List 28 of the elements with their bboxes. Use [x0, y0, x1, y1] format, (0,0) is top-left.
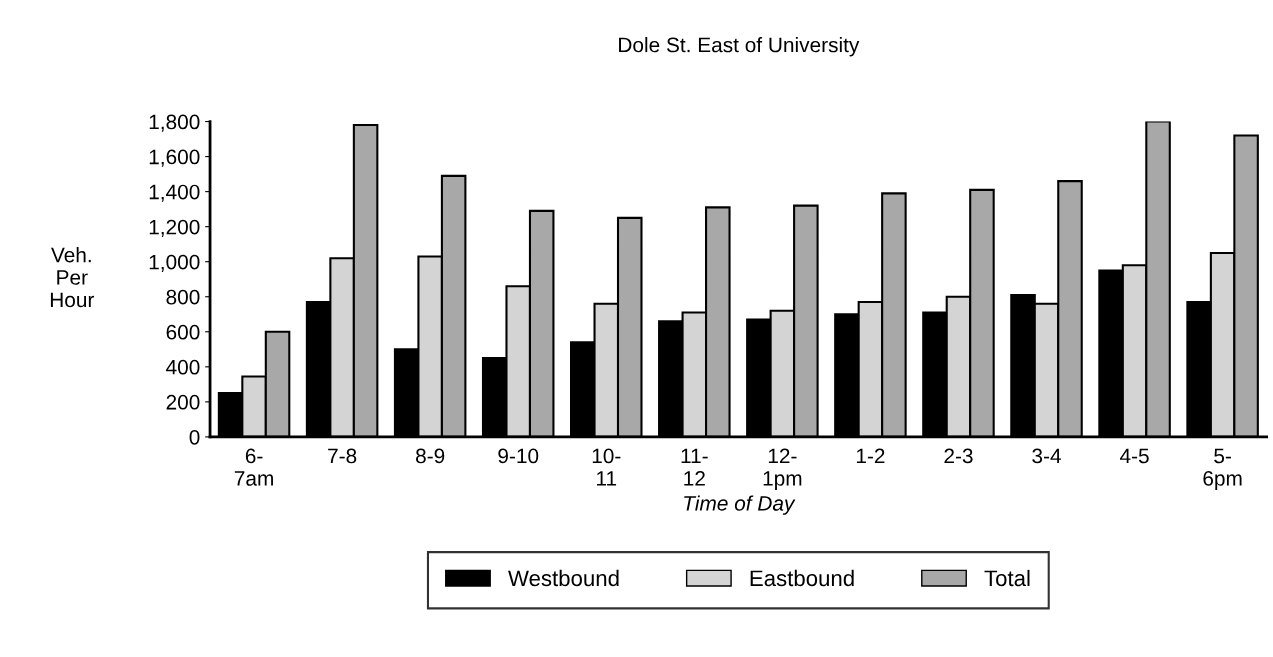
x-tick-label: 6- 7am	[234, 448, 273, 486]
y-tick-label: 1,000	[149, 254, 200, 272]
y-tick-label: 1,400	[149, 184, 200, 202]
y-tick-label: 600	[166, 324, 200, 340]
y-axis-title: Veh. Per Hour	[50, 247, 95, 308]
x-tick-label: 12- 1pm	[763, 448, 802, 490]
x-tick-label: 9-10	[498, 448, 539, 464]
x-tick-label: 5- 6pm	[1203, 448, 1242, 490]
legend-label: Westbound	[508, 569, 619, 587]
y-tick-label: 1,800	[149, 114, 200, 132]
y-tick-label: 1,200	[149, 219, 200, 237]
y-tick-label: 400	[166, 359, 200, 375]
x-tick-label: 1-2	[856, 448, 885, 464]
x-tick-label: 2-3	[944, 448, 973, 464]
y-tick-label: 0	[189, 429, 200, 445]
chart-title: Dole St. East of University	[619, 37, 860, 57]
x-tick-label: 4-5	[1119, 448, 1149, 464]
x-tick-label: 7-8	[328, 448, 357, 464]
y-tick-label: 200	[166, 394, 200, 410]
legend-label: Eastbound	[750, 569, 854, 587]
x-tick-label: 3-4	[1032, 448, 1061, 464]
y-tick-label: 800	[166, 289, 200, 305]
x-tick-label: 11- 12	[681, 448, 708, 486]
x-tick-label: 8-9	[416, 448, 445, 464]
legend-label: Total	[984, 569, 1030, 587]
y-tick-label: 1,600	[149, 149, 200, 167]
x-axis-title: Time of Day	[684, 495, 796, 515]
x-tick-label: 10- 11	[592, 448, 621, 486]
